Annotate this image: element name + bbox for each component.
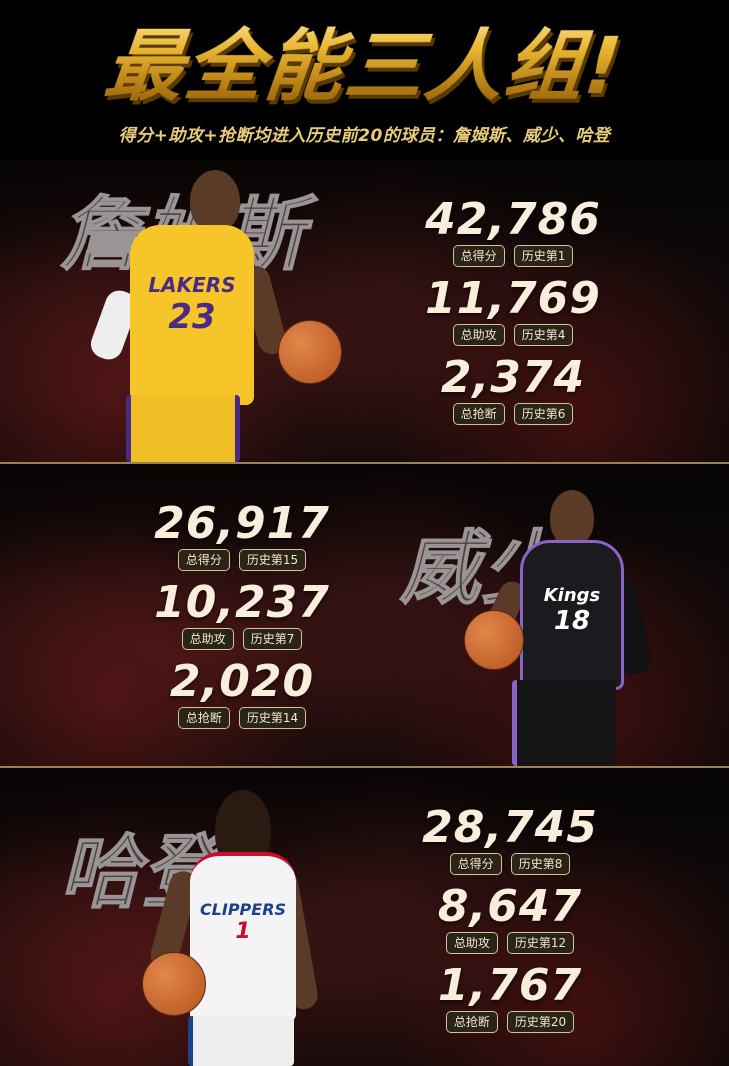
badge-label: 总助攻 — [181, 628, 234, 650]
jersey-number: 18 — [553, 606, 591, 636]
jersey: CLIPPERS 1 — [190, 852, 296, 1022]
stat-assists: 10,237 — [154, 577, 330, 628]
basketball-icon — [464, 610, 524, 670]
badge-rank: 历史第12 — [506, 932, 575, 954]
badge-rank: 历史第15 — [238, 549, 307, 571]
player-image-james: LAKERS 23 — [86, 170, 350, 462]
badge-rank: 历史第6 — [513, 403, 574, 425]
player-section-harden: 哈登 CLIPPERS 1 28,745 总得分 历史第8 8,647 总助攻 历史… — [0, 768, 729, 1066]
player-image-westbrook: Kings 18 — [462, 490, 672, 766]
basketball-icon — [278, 320, 342, 384]
stat-points: 42,786 — [425, 194, 601, 245]
stat-steals: 2,020 — [169, 656, 315, 707]
basketball-icon — [142, 952, 206, 1016]
badge-label: 总抢断 — [445, 1011, 498, 1033]
page-title: 最全能三人组! — [0, 4, 729, 116]
jersey: Kings 18 — [520, 540, 624, 690]
stat-points: 26,917 — [154, 498, 330, 549]
page-subtitle: 得分+助攻+抢断均进入历史前20的球员：詹姆斯、威少、哈登 — [118, 126, 611, 146]
badge-label: 总抢断 — [177, 707, 230, 729]
jersey-team: Kings — [543, 585, 601, 606]
badge-rank: 历史第8 — [510, 853, 571, 875]
header: 最全能三人组! 得分+助攻+抢断均进入历史前20的球员：詹姆斯、威少、哈登 — [0, 0, 729, 160]
player-image-harden: CLIPPERS 1 — [130, 790, 370, 1066]
stat-steals: 2,374 — [440, 352, 586, 403]
badge-label: 总得分 — [177, 549, 230, 571]
stats-panel: 28,745 总得分 历史第8 8,647 总助攻 历史第12 1,767 总抢断历… — [390, 804, 630, 1041]
stats-panel: 42,786 总得分 历史第1 11,769 总助攻 历史第4 2,374 总抢断历… — [393, 196, 633, 433]
badge-rank: 历史第14 — [238, 707, 307, 729]
jersey-number: 1 — [235, 919, 251, 944]
badge-label: 总助攻 — [445, 932, 498, 954]
badge-rank: 历史第4 — [513, 324, 574, 346]
stat-points: 28,745 — [422, 802, 598, 853]
jersey-number: 23 — [168, 297, 216, 337]
divider — [0, 462, 729, 464]
badge-label: 总抢断 — [452, 403, 505, 425]
badge-label: 总得分 — [449, 853, 502, 875]
player-section-westbrook: 威少 Kings 18 26,917 总得分 历史第15 10,237 总助攻 历史… — [0, 464, 729, 766]
stat-steals: 1,767 — [437, 960, 583, 1011]
jersey-team: CLIPPERS — [199, 900, 287, 919]
badge-rank: 历史第1 — [513, 245, 574, 267]
stat-assists: 11,769 — [425, 273, 601, 324]
stat-assists: 8,647 — [437, 881, 583, 932]
jersey: LAKERS 23 — [130, 225, 254, 405]
badge-label: 总得分 — [452, 245, 505, 267]
stats-panel: 26,917 总得分 历史第15 10,237 总助攻 历史第7 2,020 总抢断… — [122, 500, 362, 737]
divider — [0, 766, 729, 768]
jersey-team: LAKERS — [148, 273, 236, 297]
badge-label: 总助攻 — [452, 324, 505, 346]
badge-rank: 历史第20 — [506, 1011, 575, 1033]
badge-rank: 历史第7 — [242, 628, 303, 650]
